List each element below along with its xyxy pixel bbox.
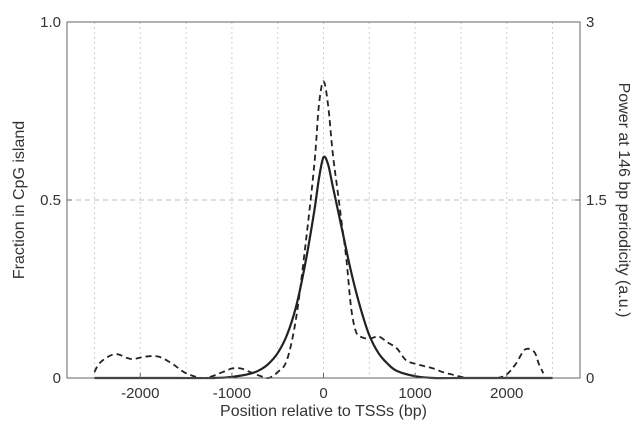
series-line-periodicity-power: [93, 80, 545, 380]
series-group: [93, 80, 553, 380]
x-axis-title: Position relative to TSSs (bp): [220, 403, 427, 420]
y-right-tick-label: 1.5: [586, 192, 607, 209]
y-left-tick-label: 0.5: [40, 192, 61, 209]
y-left-tick-label: 1.0: [40, 14, 61, 31]
y-right-tick-label: 0: [586, 370, 594, 387]
x-tick-label: -2000: [121, 385, 159, 402]
y-axis-right-title: Power at 146 bp periodicity (a.u.): [615, 83, 632, 318]
grid: [67, 22, 580, 378]
x-tick-label: 1000: [398, 385, 431, 402]
x-tick-label: 2000: [490, 385, 523, 402]
series-line-cpg-fraction: [94, 155, 553, 380]
y-axis-left-title: Fraction in CpG island: [11, 121, 28, 279]
y-right-tick-label: 3: [586, 14, 594, 31]
y-left-tick-label: 0: [53, 370, 61, 387]
ticks: -2000 -1000 0 1000 2000 0 0.5 1.0 0 1.5 3: [40, 14, 607, 402]
x-tick-label: -1000: [213, 385, 251, 402]
x-tick-label: 0: [319, 385, 327, 402]
